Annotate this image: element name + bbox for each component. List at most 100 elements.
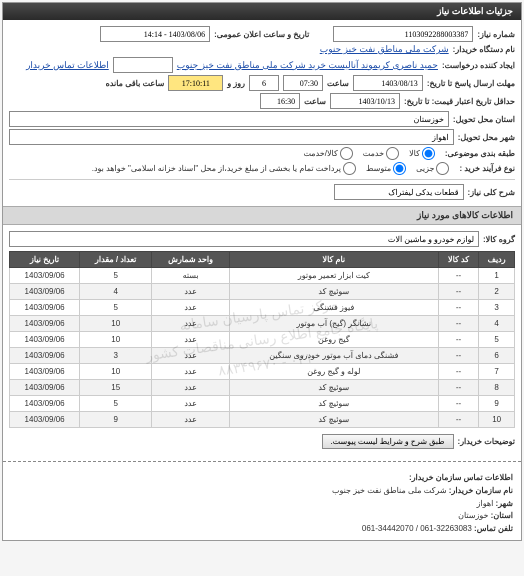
city-input[interactable] — [9, 129, 454, 145]
table-wrap: مرکز تماس پارسیان سامانه پایگاه جامع اطل… — [9, 251, 515, 428]
table-cell: سوئیچ کد — [229, 412, 438, 428]
buyer-notes-label: توضیحات خریدار: — [458, 437, 515, 446]
table-cell: 1 — [479, 268, 515, 284]
table-cell: عدد — [152, 364, 230, 380]
need-title-label: شرح کلی نیاز: — [468, 188, 515, 197]
deadline-date[interactable] — [353, 75, 423, 91]
contact-section: اطلاعات تماس سازمان خریدار: نام سازمان خ… — [3, 468, 521, 540]
table-row: 6--فشنگی دمای آب موتور خودروی سنگینعدد31… — [10, 348, 515, 364]
need-no-input[interactable] — [333, 26, 473, 42]
group-label: گروه کالا: — [483, 235, 515, 244]
table-cell: -- — [438, 316, 479, 332]
table-cell: 1403/09/06 — [10, 332, 80, 348]
table-row: 8--سوئیچ کدعدد151403/09/06 — [10, 380, 515, 396]
announce-input[interactable] — [100, 26, 210, 42]
radio-both[interactable]: کالا/خدمت — [303, 147, 352, 160]
city-label: شهر محل تحویل: — [458, 133, 515, 142]
time-label-2: ساعت — [304, 97, 326, 106]
need-title-input[interactable] — [334, 184, 464, 200]
radio-large[interactable]: پرداخت تمام یا بخشی از مبلغ خرید،از محل … — [92, 162, 356, 175]
radio-small[interactable]: جزیی — [416, 162, 449, 175]
table-cell: نشانگر (گیج) آب موتور — [229, 316, 438, 332]
contact-city-label: شهر: — [496, 499, 513, 508]
table-header: کد کالا — [438, 252, 479, 268]
table-cell: -- — [438, 268, 479, 284]
table-cell: 1403/09/06 — [10, 364, 80, 380]
table-cell: بسته — [152, 268, 230, 284]
contact-link[interactable]: اطلاعات تماس خریدار — [26, 60, 109, 71]
table-cell: -- — [438, 332, 479, 348]
table-cell: عدد — [152, 300, 230, 316]
separator — [9, 179, 515, 180]
table-cell: 10 — [80, 316, 152, 332]
table-cell: -- — [438, 300, 479, 316]
announce-label: تاریخ و ساعت اعلان عمومی: — [214, 30, 309, 39]
table-cell: 1403/09/06 — [10, 284, 80, 300]
table-cell: 4 — [479, 316, 515, 332]
table-cell: عدد — [152, 284, 230, 300]
table-cell: سوئیچ کد — [229, 284, 438, 300]
table-cell: 3 — [479, 300, 515, 316]
table-row: 9--سوئیچ کدعدد51403/09/06 — [10, 396, 515, 412]
table-row: 3--فیوز فشنگیعدد51403/09/06 — [10, 300, 515, 316]
panel-body: شماره نیاز: تاریخ و ساعت اعلان عمومی: نا… — [3, 20, 521, 206]
validity-date[interactable] — [330, 93, 400, 109]
table-cell: -- — [438, 284, 479, 300]
table-cell: -- — [438, 412, 479, 428]
contact-org: شرکت ملی مناطق نفت خیز جنوب — [332, 486, 447, 495]
need-no-label: شماره نیاز: — [477, 30, 515, 39]
table-cell: -- — [438, 380, 479, 396]
contact-phone: 32263083-061 / 34442070-061 — [362, 524, 472, 533]
buyer-label: نام دستگاه خریدار: — [453, 45, 515, 54]
table-cell: 1403/09/06 — [10, 380, 80, 396]
deadline-time[interactable] — [283, 75, 323, 91]
contact-city: اهواز — [477, 499, 494, 508]
creator-link[interactable]: حمید ناصری کریموند آنالیست خرید شرکت ملی… — [177, 60, 438, 71]
table-cell: 15 — [80, 380, 152, 396]
radio-goods[interactable]: کالا — [409, 147, 435, 160]
table-cell: -- — [438, 364, 479, 380]
table-row: 1--کیت ابزار تعمیر موتوربسته51403/09/06 — [10, 268, 515, 284]
table-cell: 5 — [80, 268, 152, 284]
contact-province-label: استان: — [491, 511, 513, 520]
table-cell: فشنگی دمای آب موتور خودروی سنگین — [229, 348, 438, 364]
table-cell: 1403/09/06 — [10, 268, 80, 284]
radio-service[interactable]: خدمت — [363, 147, 399, 160]
province-label: استان محل تحویل: — [453, 115, 515, 124]
contact-title: اطلاعات تماس سازمان خریدار: — [409, 473, 513, 482]
table-cell: عدد — [152, 348, 230, 364]
radio-medium[interactable]: متوسط — [366, 162, 406, 175]
table-row: 4--نشانگر (گیج) آب موتورعدد101403/09/06 — [10, 316, 515, 332]
deadline-label: مهلت ارسال پاسخ تا تاریخ: — [427, 79, 515, 88]
contact-province: خوزستان — [458, 511, 488, 520]
buyer-link[interactable]: شرکت ملی مناطق نفت خیز جنوب — [320, 44, 449, 55]
table-cell: -- — [438, 348, 479, 364]
time-label-1: ساعت — [327, 79, 349, 88]
province-input[interactable] — [9, 111, 449, 127]
table-cell: 10 — [80, 332, 152, 348]
table-header: ردیف — [479, 252, 515, 268]
table-header: نام کالا — [229, 252, 438, 268]
days-value[interactable] — [249, 75, 279, 91]
table-cell: 1403/09/06 — [10, 300, 80, 316]
buyer-notes-button[interactable]: طبق شرح و شرایط لیست پیوست. — [322, 434, 454, 449]
table-header: تعداد / مقدار — [80, 252, 152, 268]
table-cell: 3 — [80, 348, 152, 364]
table-row: 10--سوئیچ کدعدد91403/09/06 — [10, 412, 515, 428]
table-cell: 5 — [80, 300, 152, 316]
table-row: 7--لوله و گیج روغنعدد101403/09/06 — [10, 364, 515, 380]
validity-time[interactable] — [260, 93, 300, 109]
table-cell: 1403/09/06 — [10, 396, 80, 412]
remain-time — [168, 75, 223, 91]
table-cell: 6 — [479, 348, 515, 364]
table-cell: 10 — [80, 364, 152, 380]
table-cell: کیت ابزار تعمیر موتور — [229, 268, 438, 284]
table-cell: عدد — [152, 396, 230, 412]
table-row: 5--گیج روغنعدد101403/09/06 — [10, 332, 515, 348]
contact-input[interactable] — [113, 57, 173, 73]
table-cell: 9 — [479, 396, 515, 412]
table-header: تاریخ نیاز — [10, 252, 80, 268]
remain-label: ساعت باقی مانده — [106, 79, 165, 88]
group-input[interactable] — [9, 231, 479, 247]
category-label: طبقه بندی موضوعی: — [445, 149, 515, 158]
